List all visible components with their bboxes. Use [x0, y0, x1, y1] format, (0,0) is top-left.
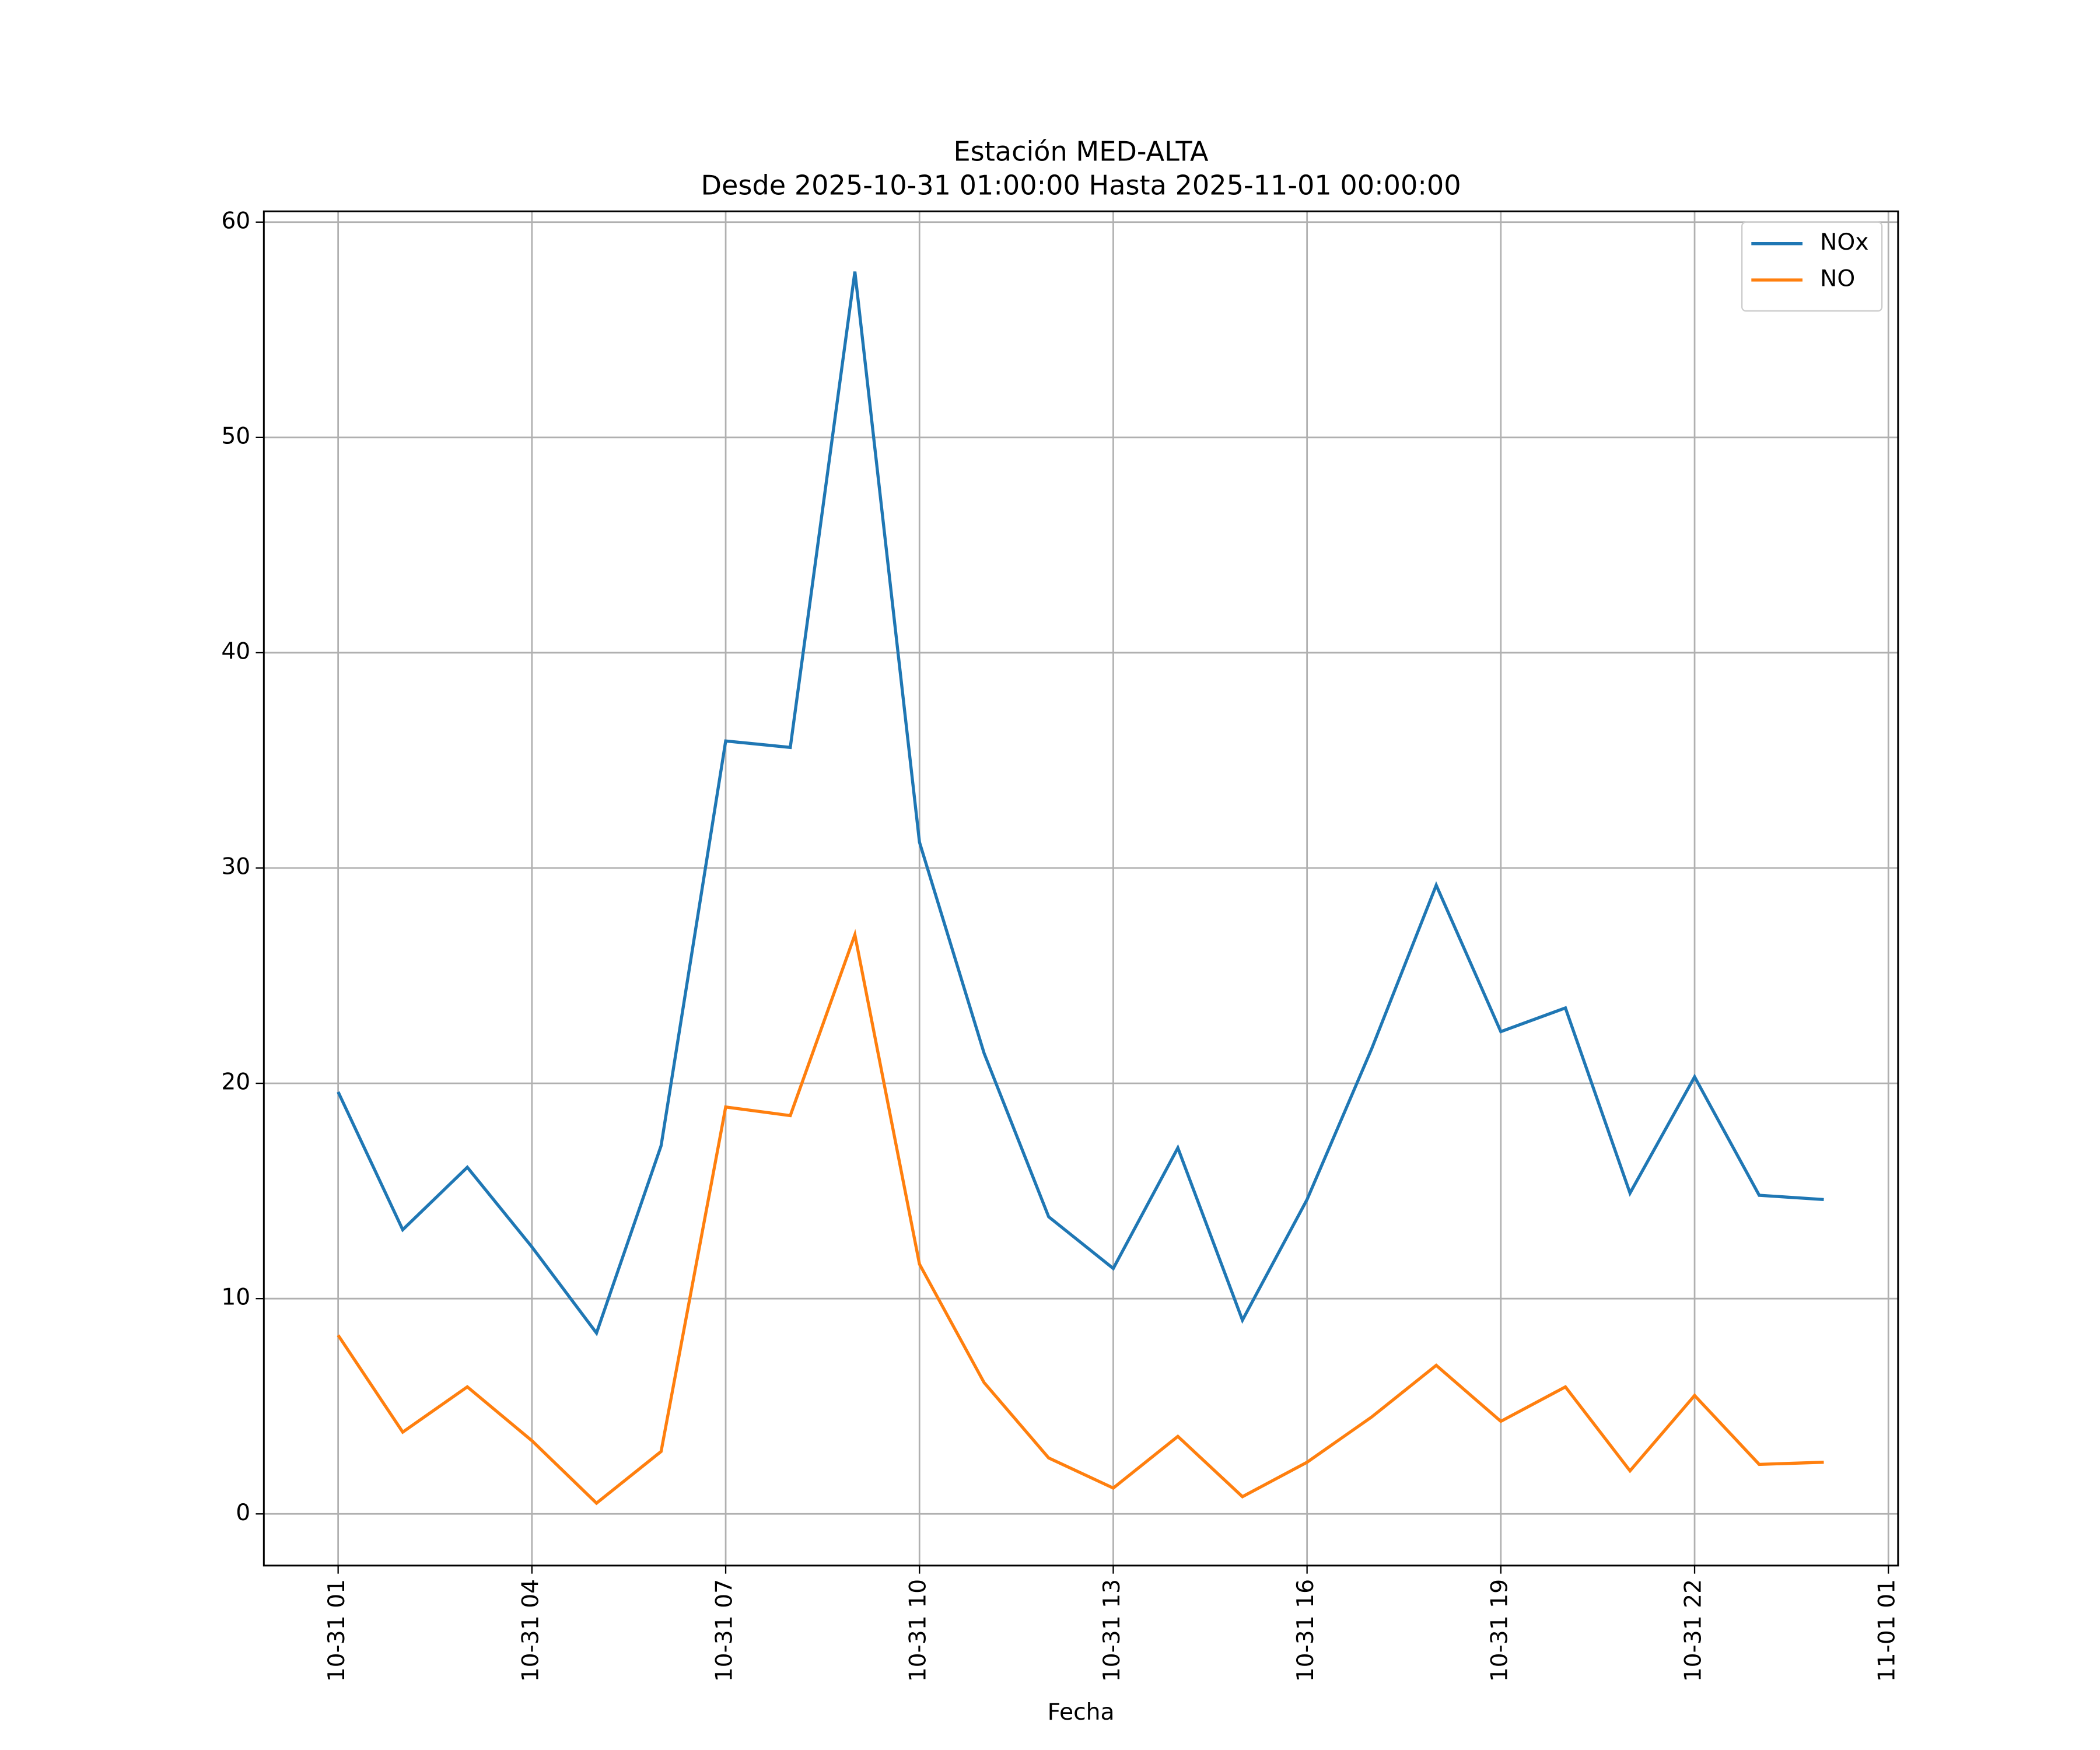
x-tick-label: 11-01 01	[1874, 1579, 1901, 1682]
y-tick-label: 60	[221, 208, 250, 234]
y-tick-label: 20	[221, 1069, 250, 1096]
x-tick-label: 10-31 07	[712, 1579, 738, 1682]
legend-label: NOx	[1820, 229, 1868, 256]
plot-frame	[262, 210, 1899, 1567]
y-tick-label: 50	[221, 423, 250, 449]
chart-subtitle: Desde 2025-10-31 01:00:00 Hasta 2025-11-…	[701, 169, 1461, 201]
line-series	[337, 271, 1824, 1336]
x-axis-label: Fecha	[1048, 1699, 1115, 1726]
x-tick-label: 10-31 13	[1099, 1579, 1125, 1682]
legend-label: NO	[1820, 266, 1855, 292]
x-tick-label: 10-31 10	[905, 1579, 932, 1682]
chart-title: Estación MED-ALTA	[954, 136, 1209, 167]
x-tick-label: 10-31 16	[1293, 1579, 1319, 1682]
y-tick-label: 40	[221, 638, 250, 664]
x-tick-label: 10-31 04	[517, 1579, 544, 1682]
legend: NOx NO	[1741, 221, 1883, 312]
y-tick-label: 10	[221, 1284, 250, 1311]
x-tick-label: 10-31 19	[1486, 1579, 1513, 1682]
line-series	[337, 929, 1824, 1506]
x-tick-label: 10-31 01	[324, 1579, 350, 1682]
x-tick-label: 10-31 22	[1681, 1579, 1707, 1682]
y-tick-label: 30	[221, 854, 250, 880]
y-tick-label: 0	[236, 1500, 250, 1526]
